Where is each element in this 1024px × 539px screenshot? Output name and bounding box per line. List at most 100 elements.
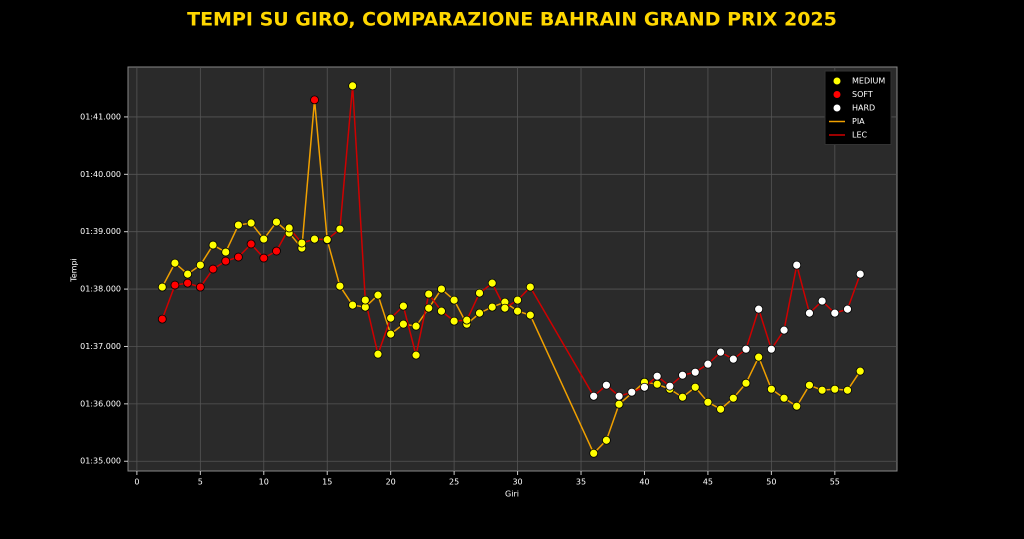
lap-marker xyxy=(398,319,408,329)
lap-marker xyxy=(602,435,611,445)
lap-marker xyxy=(424,303,434,313)
lap-marker xyxy=(183,269,193,279)
lap-marker xyxy=(348,300,358,310)
y-tick-label: 01:38.000 xyxy=(80,285,121,294)
lap-marker xyxy=(690,382,700,392)
lap-marker xyxy=(411,350,421,360)
lap-marker xyxy=(487,302,497,312)
lap-marker xyxy=(475,288,484,298)
lap-marker xyxy=(360,295,370,305)
lap-marker xyxy=(792,401,802,411)
lap-marker xyxy=(386,329,396,339)
y-tick-label: 01:41.000 xyxy=(80,112,121,121)
lap-marker xyxy=(779,393,789,403)
x-tick-label: 15 xyxy=(322,478,332,487)
lap-marker xyxy=(792,260,802,270)
lap-marker xyxy=(424,289,434,299)
lap-marker xyxy=(157,282,167,292)
lap-marker xyxy=(513,295,522,305)
lap-marker xyxy=(779,325,789,335)
lap-marker xyxy=(843,304,852,314)
y-tick-label: 01:35.000 xyxy=(80,457,121,466)
lap-marker xyxy=(246,218,256,228)
lap-marker xyxy=(602,380,611,390)
series-line xyxy=(161,85,861,398)
lap-marker xyxy=(449,295,459,305)
lap-marker xyxy=(754,352,764,362)
lap-marker xyxy=(437,306,446,316)
lap-marker xyxy=(805,308,814,318)
lap-marker xyxy=(855,366,865,376)
x-tick-label: 50 xyxy=(766,478,776,487)
lap-marker xyxy=(728,354,738,364)
legend-label: SOFT xyxy=(852,90,873,99)
x-tick-label: 10 xyxy=(259,478,269,487)
lap-marker xyxy=(373,290,383,300)
x-tick-label: 0 xyxy=(134,478,139,487)
lap-marker xyxy=(373,349,383,359)
lap-marker xyxy=(246,239,256,249)
legend-label: LEC xyxy=(852,131,868,140)
x-tick-label: 30 xyxy=(512,478,522,487)
y-tick-label: 01:36.000 xyxy=(80,399,121,408)
lap-marker xyxy=(195,260,205,270)
lap-marker xyxy=(589,391,599,401)
lap-marker xyxy=(322,235,332,245)
lap-marker xyxy=(741,378,751,388)
lap-marker xyxy=(766,344,776,354)
lap-marker xyxy=(234,252,243,262)
lap-marker xyxy=(221,256,231,266)
lap-marker xyxy=(449,316,459,326)
lap-marker xyxy=(259,234,269,244)
chart-title: TEMPI SU GIRO, COMPARAZIONE BAHRAIN GRAN… xyxy=(187,9,837,31)
x-tick-label: 55 xyxy=(830,478,840,487)
lap-marker xyxy=(462,315,472,325)
lap-marker xyxy=(766,384,776,394)
lap-marker xyxy=(817,385,827,395)
x-tick-label: 5 xyxy=(198,478,203,487)
lap-marker xyxy=(855,269,865,279)
lap-marker xyxy=(284,223,294,233)
lap-marker xyxy=(614,391,624,401)
lap-marker xyxy=(678,370,687,380)
lap-marker xyxy=(716,404,726,414)
lap-marker xyxy=(335,281,345,291)
lap-marker xyxy=(475,308,484,318)
lap-marker xyxy=(310,95,319,105)
lap-marker xyxy=(703,359,713,369)
lap-marker xyxy=(589,448,599,458)
lap-marker xyxy=(386,313,396,323)
lap-marker xyxy=(525,282,535,292)
lap-marker xyxy=(843,385,852,395)
y-tick-label: 01:39.000 xyxy=(80,227,121,236)
legend-marker xyxy=(833,77,841,85)
lap-marker xyxy=(208,240,218,250)
lap-marker xyxy=(234,220,243,230)
lap-marker xyxy=(716,347,726,357)
lap-marker xyxy=(805,380,814,390)
lap-marker xyxy=(817,296,827,306)
legend-label: PIA xyxy=(852,117,865,126)
x-tick-label: 20 xyxy=(386,478,396,487)
lap-marker xyxy=(183,278,193,288)
lap-marker xyxy=(310,234,319,244)
lap-marker xyxy=(259,253,269,263)
lap-marker xyxy=(170,280,180,290)
lap-marker xyxy=(297,238,307,248)
lap-marker xyxy=(525,310,535,320)
lap-marker xyxy=(272,246,281,256)
lap-marker xyxy=(703,397,713,407)
lap-marker xyxy=(398,301,408,311)
x-tick-label: 25 xyxy=(449,478,459,487)
lap-marker xyxy=(627,387,637,397)
y-tick-label: 01:37.000 xyxy=(80,342,121,351)
lap-marker xyxy=(830,384,840,394)
lap-marker xyxy=(170,258,180,268)
lap-marker xyxy=(437,284,446,294)
x-tick-label: 35 xyxy=(576,478,586,487)
lap-marker xyxy=(208,264,218,274)
lap-marker xyxy=(652,371,662,381)
lap-marker xyxy=(678,392,687,402)
y-tick-label: 01:40.000 xyxy=(80,170,121,179)
